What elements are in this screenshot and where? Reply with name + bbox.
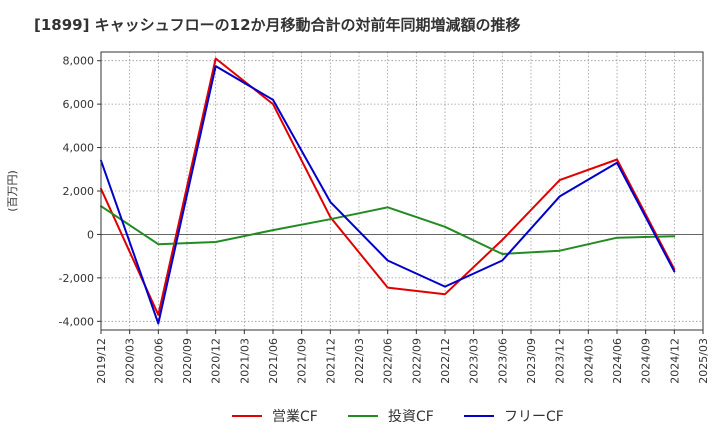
legend-label-2: 投資CF <box>388 409 434 425</box>
y-tick-label: 0 <box>87 228 94 241</box>
x-tick-label: 2022/09 <box>410 338 423 384</box>
x-tick-label: 2021/06 <box>267 338 280 384</box>
x-tick-label: 2024/03 <box>582 338 595 384</box>
y-axis-label: (百万円) <box>6 170 19 212</box>
x-tick-label: 2020/03 <box>124 338 137 384</box>
y-tick-label: 8,000 <box>63 55 95 68</box>
legend-label-1: 営業CF <box>272 409 318 425</box>
x-tick-label: 2024/09 <box>640 338 653 384</box>
y-tick-label: 2,000 <box>63 185 95 198</box>
y-tick-label: 4,000 <box>63 142 95 155</box>
legend-label-3: フリーCF <box>504 409 564 425</box>
axes: -4,000 -2,000 0 2,000 4,000 6,000 8,000 2019/12… <box>6 51 710 384</box>
x-tick-label: 2019/12 <box>95 338 108 384</box>
series-line-2 <box>100 205 676 255</box>
x-tick-label: 2020/09 <box>181 338 194 384</box>
grid <box>100 52 704 330</box>
series-lines <box>100 57 676 325</box>
y-tick-label: 6,000 <box>63 98 95 111</box>
legend: 営業CF 投資CF フリーCF <box>232 409 564 425</box>
x-tick-label: 2023/03 <box>468 338 481 384</box>
x-tick-label: 2025/03 <box>697 338 710 384</box>
chart-title: [1899] キャッシュフローの12か月移動合計の対前年同期増減額の推移 <box>34 16 521 34</box>
x-tick-label: 2021/09 <box>296 338 309 384</box>
x-tick-label: 2022/12 <box>439 338 452 384</box>
series-line-1 <box>100 57 676 316</box>
x-tick-label: 2023/06 <box>496 338 509 384</box>
x-tick-label: 2022/03 <box>353 338 366 384</box>
series-line-3 <box>100 65 676 325</box>
y-tick-label: -4,000 <box>59 315 94 328</box>
x-tick-label: 2020/06 <box>152 338 165 384</box>
x-tick-label: 2020/12 <box>210 338 223 384</box>
x-tick-label: 2021/03 <box>238 338 251 384</box>
x-tick-label: 2022/06 <box>382 338 395 384</box>
x-tick-label: 2024/06 <box>611 338 624 384</box>
x-tick-label: 2021/12 <box>324 338 337 384</box>
x-tick-label: 2023/09 <box>525 338 538 384</box>
y-tick-label: -2,000 <box>59 272 94 285</box>
x-tick-label: 2023/12 <box>554 338 567 384</box>
x-tick-label: 2024/12 <box>668 338 681 384</box>
